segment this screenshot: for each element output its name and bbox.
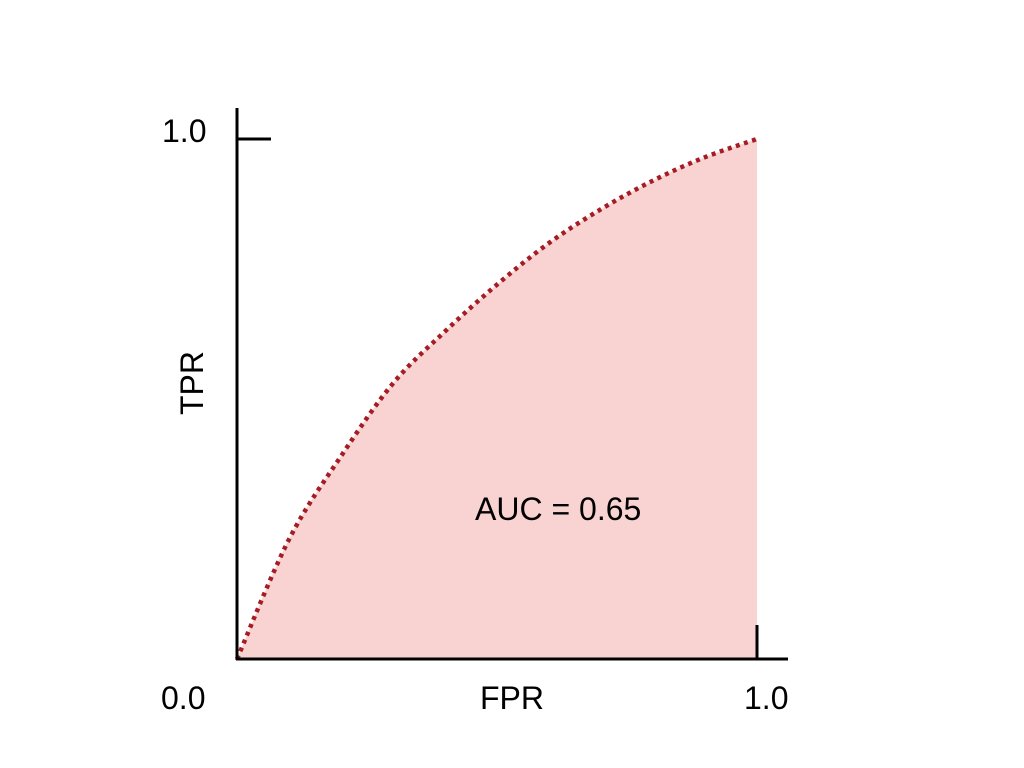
x-axis-label: FPR <box>480 680 544 716</box>
y-tick-label-1: 1.0 <box>162 113 206 149</box>
auc-annotation: AUC = 0.65 <box>475 491 641 527</box>
x-tick-label-1: 1.0 <box>744 680 788 716</box>
auc-area <box>237 139 757 659</box>
x-tick-label-0: 0.0 <box>161 680 205 716</box>
roc-curve <box>234 136 758 660</box>
y-axis-label: TPR <box>174 351 210 415</box>
